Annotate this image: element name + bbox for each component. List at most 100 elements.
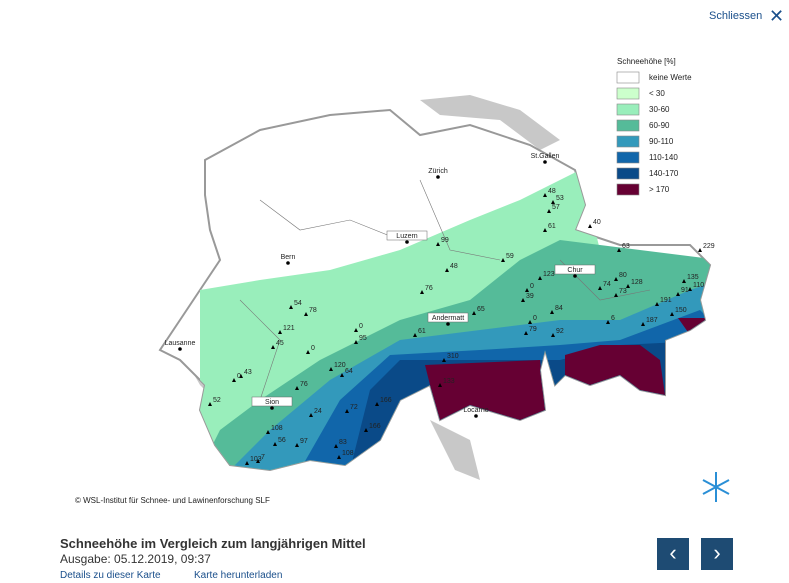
station-marker (528, 320, 532, 324)
legend-label: 30-60 (649, 105, 670, 114)
legend-swatch (616, 87, 640, 100)
station-marker (524, 331, 528, 335)
station-value: 63 (622, 243, 630, 250)
station-value: 0 (311, 345, 315, 352)
station-marker (289, 305, 293, 309)
station-value: 120 (334, 362, 346, 369)
station-value: 39 (526, 293, 534, 300)
close-link[interactable]: Schliessen (709, 10, 763, 22)
station-marker (641, 322, 645, 326)
station-value: 64 (345, 368, 353, 375)
station-marker (588, 224, 592, 228)
station-value: 229 (703, 243, 715, 250)
legend-label: keine Werte (649, 73, 692, 82)
station-marker (304, 312, 308, 316)
station-value: 61 (418, 328, 426, 335)
station-value: 78 (309, 307, 317, 314)
station-marker (271, 345, 275, 349)
station-value: 56 (278, 437, 286, 444)
city-box (554, 264, 596, 275)
station-value: 40 (593, 219, 601, 226)
station-marker (550, 310, 554, 314)
station-marker (543, 193, 547, 197)
station-value: 92 (556, 328, 564, 335)
station-value: 95 (359, 335, 367, 342)
station-value: 150 (675, 307, 687, 314)
station-marker (682, 279, 686, 283)
station-value: 53 (556, 195, 564, 202)
station-value: 121 (283, 325, 295, 332)
station-value: 166 (380, 397, 392, 404)
next-button[interactable]: › (701, 538, 733, 570)
station-marker (538, 276, 542, 280)
city-label: Zürich (428, 168, 448, 175)
station-marker (547, 209, 551, 213)
station-marker (472, 311, 476, 315)
legend-label: 110-140 (649, 153, 678, 162)
legend-label: 60-90 (649, 121, 670, 130)
legend-swatch (616, 167, 640, 180)
map-title: Schneehöhe im Vergleich zum langjährigen… (60, 536, 366, 551)
station-marker (278, 330, 282, 334)
download-link[interactable]: Karte herunterladen (194, 570, 283, 581)
station-marker (614, 293, 618, 297)
station-marker (329, 367, 333, 371)
station-marker (442, 358, 446, 362)
station-value: 187 (646, 317, 658, 324)
station-marker (551, 200, 555, 204)
city-label: Luzern (396, 233, 418, 240)
station-marker (354, 328, 358, 332)
prev-button[interactable]: ‹ (657, 538, 689, 570)
station-value: 133 (443, 378, 455, 385)
city-label: Locarno (463, 407, 488, 414)
legend-swatch (616, 119, 640, 132)
station-marker (306, 350, 310, 354)
city-label: Lausanne (165, 340, 196, 347)
station-marker (617, 248, 621, 252)
station-marker (525, 288, 529, 292)
station-marker (688, 287, 692, 291)
station-marker (208, 402, 212, 406)
station-value: 45 (276, 340, 284, 347)
station-marker (438, 383, 442, 387)
city-box (427, 312, 469, 323)
station-marker (413, 333, 417, 337)
station-marker (420, 290, 424, 294)
station-marker (521, 298, 525, 302)
station-marker (239, 374, 243, 378)
station-marker (345, 409, 349, 413)
station-value: 57 (552, 204, 560, 211)
station-value: 108 (271, 425, 283, 432)
station-marker (676, 292, 680, 296)
station-marker (364, 428, 368, 432)
city-dot (436, 175, 440, 179)
city-label: Andermatt (432, 315, 464, 322)
station-marker (337, 455, 341, 459)
station-value: 123 (543, 271, 555, 278)
station-value: 80 (619, 272, 627, 279)
station-marker (436, 242, 440, 246)
station-marker (445, 268, 449, 272)
station-value: 43 (244, 369, 252, 376)
lakes-neighbors (180, 95, 560, 480)
city-dot (286, 261, 290, 265)
legend: Schneehöhe [%] keine Werte < 30 30-60 60-90 9… (616, 57, 692, 196)
station-marker (626, 284, 630, 288)
station-marker (256, 459, 260, 463)
station-value: 61 (548, 223, 556, 230)
city-dot (178, 347, 182, 351)
details-link[interactable]: Details zu dieser Karte (60, 570, 161, 581)
city-dot (573, 274, 577, 278)
station-value: 191 (660, 297, 672, 304)
station-value: 0 (530, 283, 534, 290)
station-marker (295, 443, 299, 447)
close-icon[interactable]: ✕ (769, 6, 785, 26)
station-value: 91 (681, 287, 689, 294)
station-marker (273, 442, 277, 446)
station-marker (614, 277, 618, 281)
cities: St.Gallen Zürich Luzern Bern Chur Andermatt La… (165, 153, 596, 418)
station-marker (606, 320, 610, 324)
station-value: 99 (441, 237, 449, 244)
legend-swatch (616, 71, 640, 84)
